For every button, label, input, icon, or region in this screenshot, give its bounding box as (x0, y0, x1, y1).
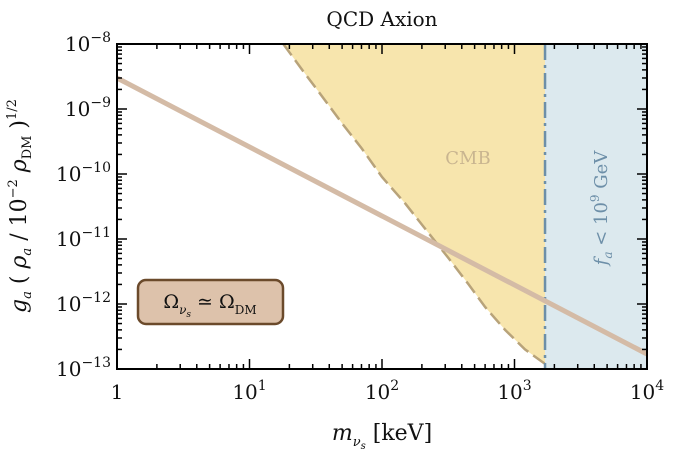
y-axis-label: ga ( ρa / 10−2 ρDM )1/2 (5, 99, 35, 313)
x-axis-label: mνs [keV] (332, 421, 432, 452)
chart-title: QCD Axion (326, 7, 437, 31)
svg-text:Ωνs ≃ ΩDM: Ωνs ≃ ΩDM (163, 291, 256, 320)
cmb-region-label: CMB (445, 148, 490, 169)
series-line-0 (117, 75, 647, 357)
cmb-excluded-region (283, 44, 545, 369)
y-tick-label: 10−8 (65, 30, 111, 56)
y-tick-label: 10−11 (56, 225, 111, 251)
y-tick-label: 10−12 (56, 290, 111, 316)
x-tick-label: 102 (365, 378, 399, 404)
tick-labels: 1 101 102 103 104 10−8 10−9 10−10 10−11 10−12 10−1… (56, 30, 664, 404)
x-tick-label: 103 (497, 378, 531, 404)
svg-text:fa < 109 GeV: fa < 109 GeV (588, 150, 615, 268)
cmb-boundary-line (282, 44, 546, 365)
omega-annotation: Ωνs ≃ ΩDM (136, 278, 285, 326)
x-tick-label: 104 (630, 378, 664, 404)
series-layer (117, 75, 647, 357)
svg-text:ga ( ρa / 10−2 ρDM )1/2: ga ( ρa / 10−2 ρDM )1/2 (5, 99, 35, 313)
fa-region-label: fa < 109 GeV (588, 150, 615, 268)
omega-annotation-box (136, 278, 285, 326)
x-tick-label: 1 (111, 380, 124, 404)
y-tick-label: 10−9 (65, 95, 111, 121)
y-tick-label: 10−13 (56, 355, 111, 381)
fa-excluded-region (545, 44, 647, 369)
axis-ticks (116, 43, 648, 370)
regions-layer (282, 44, 647, 369)
y-tick-label: 10−10 (56, 160, 111, 186)
x-tick-label: 101 (232, 378, 266, 404)
